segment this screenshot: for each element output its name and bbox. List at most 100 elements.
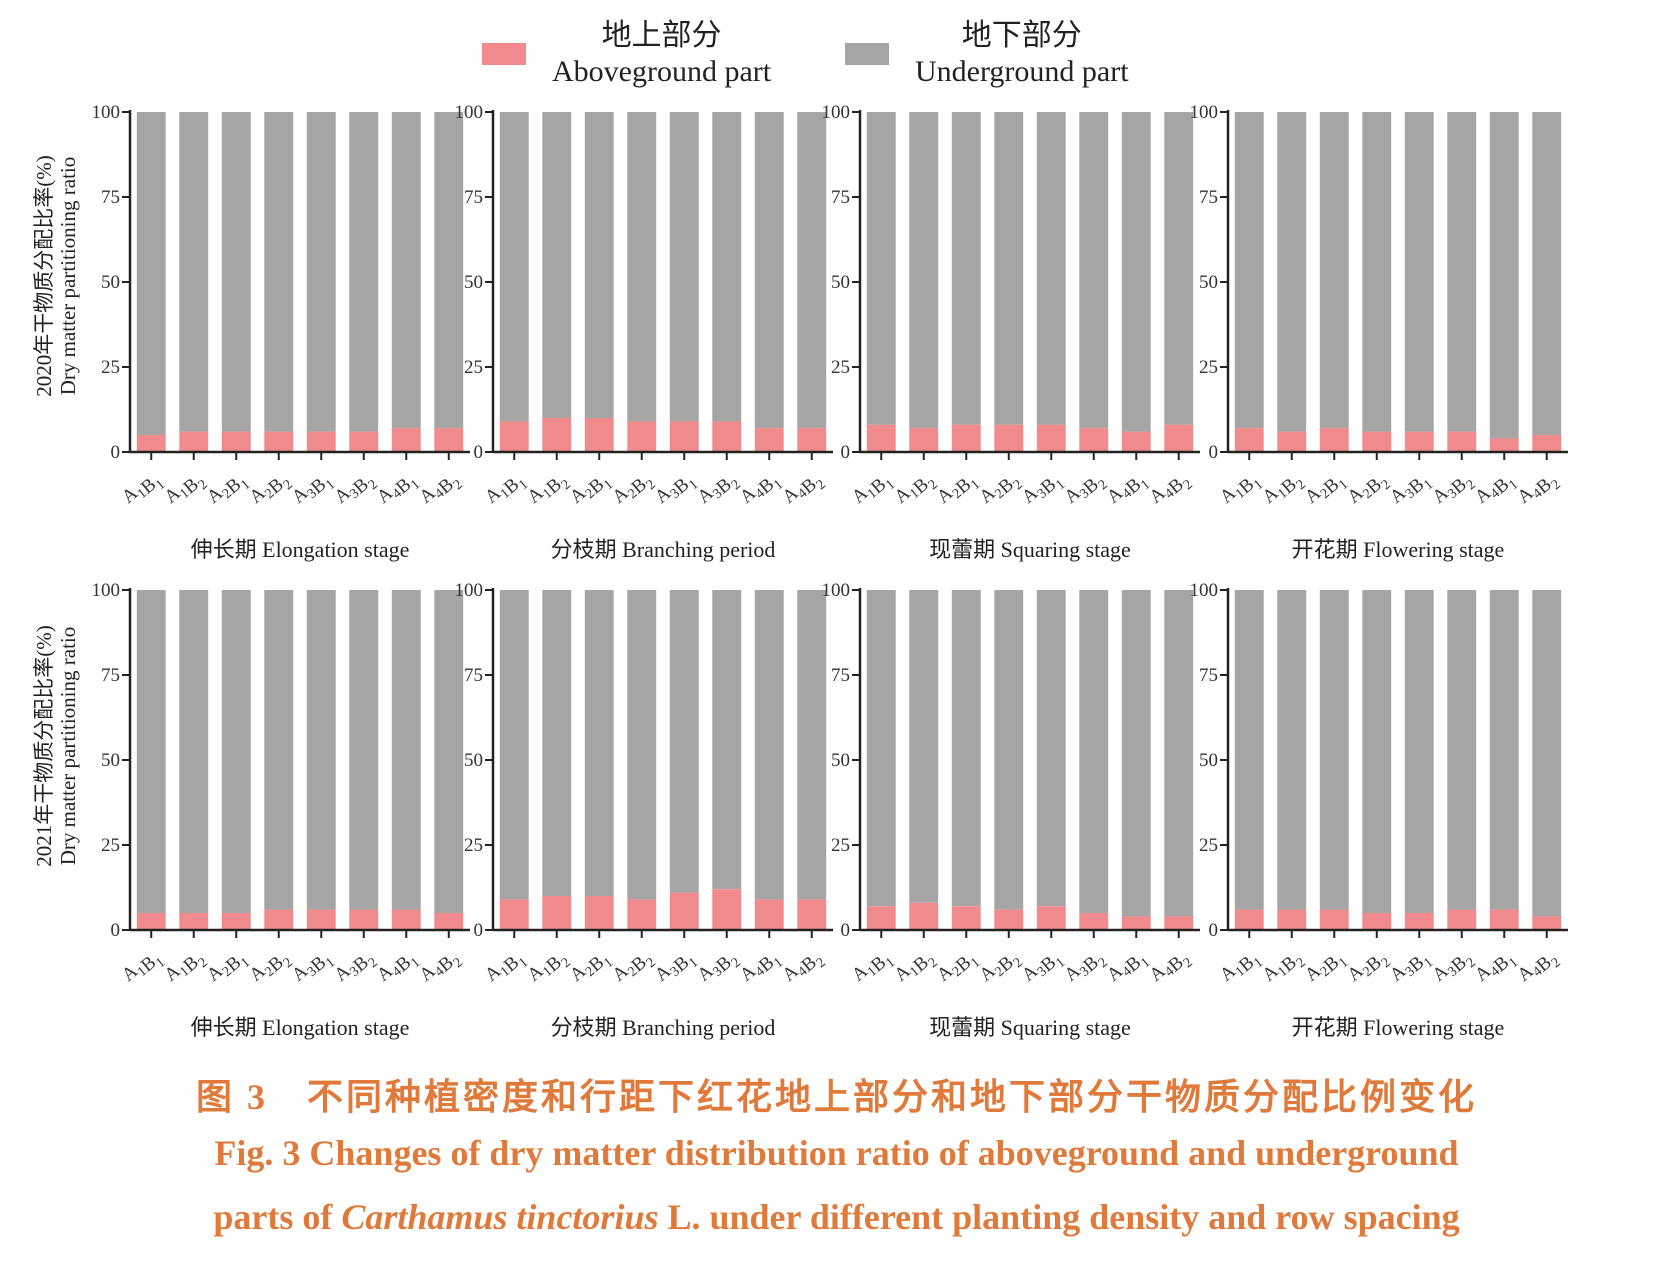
- chart-panel-2020-1: 0 25 50 75 100 A1B1 A1B2 A2B1 A2B2 A3B1 A3B2 A4B1 A4…: [70, 92, 490, 572]
- y-tick-label: 25: [1199, 835, 1218, 856]
- x-tick-label-A1B1: A1B1: [1216, 944, 1266, 993]
- chart-svg: 0255075100A1B1A1B2A2B1A2B2A3B1A3B2A4B1A4…: [822, 580, 1200, 993]
- x-tick-label-A2B1: A2B1: [1301, 466, 1351, 515]
- figure-caption-en-line1: Fig. 3 Changes of dry matter distributio…: [214, 1133, 1459, 1173]
- bar-aboveground-A4B1: [1489, 909, 1519, 930]
- bar-underground-A2B1: [1319, 112, 1349, 429]
- x-tick-label-A1B2: A1B2: [891, 944, 941, 993]
- bar-aboveground-A3B1: [1404, 431, 1434, 452]
- x-tick-label-A1B1: A1B1: [848, 944, 898, 993]
- x-tick-label-A1B1: A1B1: [118, 944, 168, 993]
- bar-underground-A1B1: [1234, 590, 1264, 910]
- bar-aboveground-A4B2: [1532, 435, 1562, 452]
- x-tick-label-A1B2: A1B2: [161, 944, 211, 993]
- bar-underground-A3B2: [1079, 590, 1109, 913]
- x-tick-label-A4B2: A4B2: [416, 466, 466, 515]
- y-tick-label: 75: [831, 187, 850, 208]
- x-tick-label-A2B2: A2B2: [246, 466, 296, 515]
- bar-underground-A2B2: [627, 112, 657, 422]
- y-tick-label: 25: [1199, 357, 1218, 378]
- bar-underground-A4B2: [434, 112, 464, 429]
- bar-underground-A2B2: [264, 590, 294, 910]
- bar-underground-A4B1: [754, 590, 784, 900]
- x-tick-label-A2B2: A2B2: [1344, 466, 1394, 515]
- y-tick-label: 25: [101, 835, 120, 856]
- bar-underground-A2B2: [994, 590, 1024, 910]
- stage-label: 现蕾期 Squaring stage: [929, 537, 1131, 562]
- x-tick-label-A4B1: A4B1: [736, 466, 786, 515]
- y-tick-label: 75: [1199, 665, 1218, 686]
- x-tick-label-A3B1: A3B1: [1018, 944, 1068, 993]
- y-tick-label: 100: [1190, 102, 1219, 123]
- x-tick-label-A4B1: A4B1: [1471, 466, 1521, 515]
- y-tick-label: 50: [831, 272, 850, 293]
- x-tick-label-A4B2: A4B2: [779, 466, 829, 515]
- chart-svg: 0255075100A1B1A1B2A2B1A2B2A3B1A3B2A4B1A4…: [822, 102, 1200, 515]
- bar-aboveground-A4B1: [391, 428, 421, 452]
- legend-item-underground: 地下部分 Underground part: [845, 18, 1129, 90]
- x-tick-label-A1B1: A1B1: [848, 466, 898, 515]
- x-tick-label-A3B1: A3B1: [288, 466, 338, 515]
- stage-label: 开花期 Flowering stage: [1291, 1015, 1505, 1040]
- bar-aboveground-A1B2: [909, 902, 939, 930]
- x-tick-label-A1B1: A1B1: [481, 466, 531, 515]
- chart-svg: 0255075100A1B1A1B2A2B1A2B2A3B1A3B2A4B1A4…: [455, 580, 833, 986]
- bar-aboveground-A1B2: [1277, 431, 1307, 452]
- y-tick-label: 75: [101, 665, 120, 686]
- chart-panel-2020-4: 0 25 50 75 100 A1B1 A1B2 A2B1 A2B2 A3B1 A3B2 A4B1 A4…: [1168, 92, 1588, 572]
- y-tick-label: 100: [455, 102, 484, 123]
- bar-aboveground-A4B2: [434, 913, 464, 930]
- y-tick-label: 25: [831, 835, 850, 856]
- bar-aboveground-A3B2: [349, 431, 379, 452]
- bar-underground-A2B1: [584, 590, 614, 896]
- bar-aboveground-A2B2: [1362, 431, 1392, 452]
- bar-underground-A3B2: [712, 112, 742, 422]
- bar-aboveground-A1B2: [909, 428, 939, 452]
- bar-underground-A1B1: [499, 590, 529, 900]
- bar-aboveground-A3B1: [306, 431, 336, 452]
- bar-underground-A3B1: [306, 112, 336, 432]
- x-tick-label-A1B2: A1B2: [1259, 466, 1309, 515]
- bar-underground-A3B1: [669, 112, 699, 422]
- bar-underground-A4B2: [797, 590, 827, 900]
- bar-aboveground-A1B1: [499, 899, 529, 930]
- bar-underground-A2B1: [951, 112, 981, 425]
- bar-underground-A1B1: [866, 590, 896, 907]
- bar-underground-A3B1: [1036, 112, 1066, 425]
- bar-underground-A4B1: [1121, 112, 1151, 432]
- stage-label: 伸长期 Elongation stage: [190, 1015, 410, 1040]
- bar-underground-A3B2: [712, 590, 742, 890]
- bar-aboveground-A2B2: [264, 431, 294, 452]
- bar-underground-A4B1: [1489, 590, 1519, 910]
- y-tick-label: 0: [474, 442, 484, 463]
- bar-aboveground-A3B1: [1036, 424, 1066, 452]
- y-tick-label: 75: [1199, 187, 1218, 208]
- bar-aboveground-A3B2: [1079, 913, 1109, 930]
- chart-panel-2020-3: 0 25 50 75 100 A1B1 A1B2 A2B1 A2B2 A3B1 A3B2 A4B1 A4…: [800, 92, 1220, 572]
- figure-caption-cn: 图 3 不同种植密度和行距下红花地上部分和地下部分干物质分配比例变化: [195, 1077, 1477, 1117]
- x-tick-label-A3B2: A3B2: [1061, 944, 1111, 993]
- bar-underground-A1B2: [909, 590, 939, 903]
- y-tick-label: 50: [1199, 272, 1218, 293]
- x-tick-label-A1B1: A1B1: [118, 466, 168, 515]
- bar-underground-A1B1: [499, 112, 529, 422]
- bar-aboveground-A1B1: [866, 906, 896, 930]
- bar-underground-A1B2: [179, 112, 209, 432]
- legend: 地上部分 Aboveground part 地下部分 Underground p…: [0, 0, 1673, 110]
- x-tick-label-A2B2: A2B2: [246, 944, 296, 993]
- bar-underground-A2B1: [584, 112, 614, 418]
- chart-svg: 0255075100A1B1A1B2A2B1A2B2A3B1A3B2A4B1A4…: [1190, 102, 1568, 515]
- x-tick-label-A1B1: A1B1: [1216, 466, 1266, 515]
- bar-underground-A3B1: [669, 590, 699, 893]
- legend-label-underground-cn: 地下部分: [961, 19, 1082, 52]
- bar-aboveground-A3B1: [1036, 906, 1066, 930]
- x-tick-label-A2B1: A2B1: [933, 944, 983, 993]
- bar-aboveground-A3B2: [1447, 431, 1477, 452]
- bar-underground-A3B1: [1404, 112, 1434, 432]
- x-tick-label-A4B1: A4B1: [373, 944, 423, 993]
- x-tick-label-A2B1: A2B1: [1301, 944, 1351, 993]
- bar-underground-A4B2: [1164, 112, 1194, 425]
- legend-label-aboveground-cn: 地上部分: [601, 19, 722, 52]
- y-tick-label: 0: [111, 442, 121, 463]
- y-tick-label: 0: [1209, 920, 1219, 941]
